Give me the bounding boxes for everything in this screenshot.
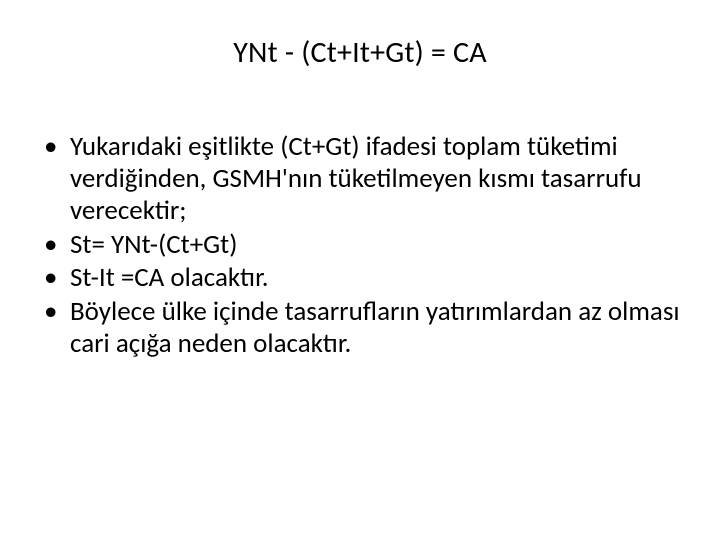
slide-container: YNt - (Ct+It+Gt) = CA Yukarıdaki eşitlik…	[0, 0, 720, 540]
bullet-list: Yukarıdaki eşitlikte (Ct+Gt) ifadesi top…	[28, 131, 692, 360]
list-item: St= YNt-(Ct+Gt)	[70, 229, 692, 261]
list-item: St-It =CA olacaktır.	[70, 262, 692, 294]
list-item: Yukarıdaki eşitlikte (Ct+Gt) ifadesi top…	[70, 131, 692, 227]
list-item: Böylece ülke içinde tasarrufların yatırı…	[70, 296, 692, 360]
slide-title: YNt - (Ct+It+Gt) = CA	[28, 34, 692, 71]
